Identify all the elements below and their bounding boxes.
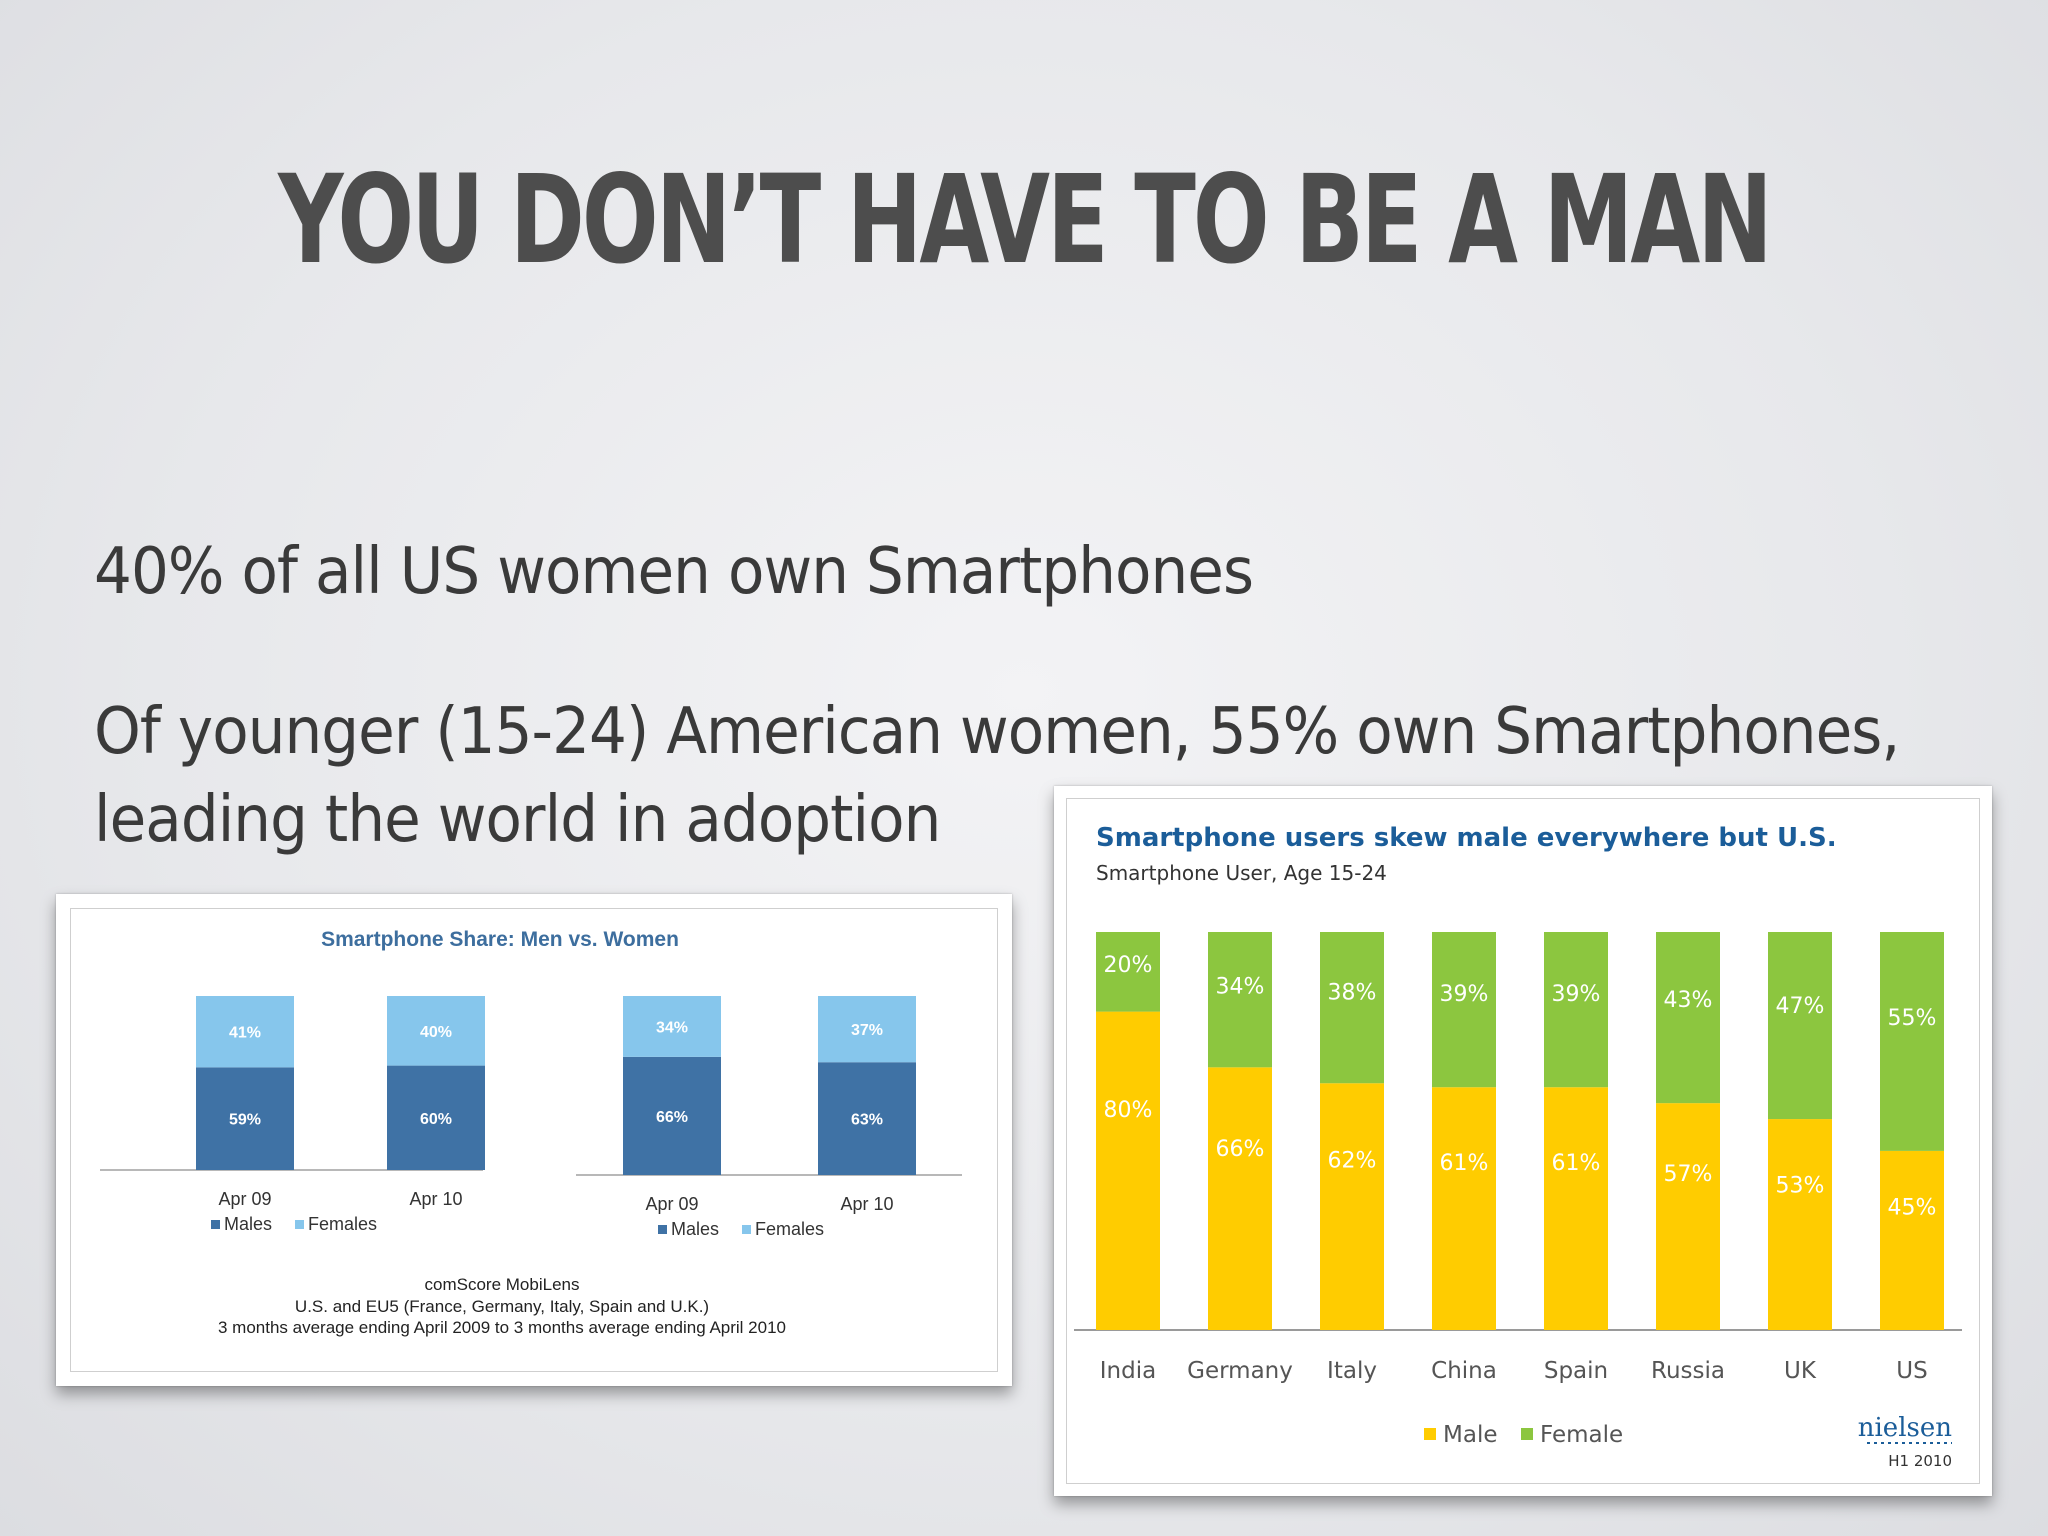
comscore-source-line-1: comScore MobiLens — [425, 1275, 580, 1294]
comscore-legend-males-2: Males — [671, 1219, 719, 1239]
nielsen-footnote: H1 2010 — [1888, 1452, 1952, 1470]
nielsen-bar-female-russia — [1656, 932, 1720, 1104]
comscore-bar-females-g1-apr-09 — [196, 996, 294, 1068]
nielsen-label-female-germany: 34% — [1216, 974, 1265, 999]
comscore-legend-females-swatch-2 — [742, 1225, 751, 1234]
nielsen-chart-frame — [1066, 798, 1980, 1484]
nielsen-label-male-russia: 57% — [1664, 1162, 1713, 1187]
comscore-legend-males-1: Males — [224, 1214, 272, 1234]
nielsen-bar-female-china — [1432, 932, 1496, 1088]
nielsen-bar-male-italy — [1320, 1083, 1384, 1330]
nielsen-label-male-china: 61% — [1440, 1151, 1489, 1176]
comscore-bar-males-g1-apr-10 — [387, 1065, 485, 1170]
nielsen-bar-male-spain — [1544, 1087, 1608, 1330]
nielsen-bar-female-spain — [1544, 932, 1608, 1088]
nielsen-chart: Smartphone users skew male everywhere bu… — [1074, 823, 1962, 1470]
comscore-bar-females-g2-apr-09 — [623, 996, 721, 1057]
comscore-chart: Smartphone Share: Men vs. Women 59% 41% Apr… — [100, 928, 962, 1337]
nielsen-bar-female-germany — [1208, 932, 1272, 1068]
nielsen-tick-india: India — [1100, 1358, 1156, 1384]
nielsen-legend-male: Male — [1443, 1422, 1497, 1448]
nielsen-label-female-uk: 47% — [1776, 994, 1825, 1019]
comscore-legend-females-swatch-1 — [295, 1220, 304, 1229]
nielsen-bar-male-uk — [1768, 1119, 1832, 1330]
comscore-label-females-g1-apr-10: 40% — [420, 1024, 452, 1041]
nielsen-label-male-spain: 61% — [1552, 1151, 1601, 1176]
bullet-young-women: Of younger (15-24) American women, 55% o… — [94, 688, 1900, 864]
comscore-source-line-2: U.S. and EU5 (France, Germany, Italy, Sp… — [295, 1297, 709, 1316]
nielsen-label-male-india: 80% — [1104, 1098, 1153, 1123]
nielsen-label-female-italy: 38% — [1328, 980, 1377, 1005]
nielsen-label-female-spain: 39% — [1552, 982, 1601, 1007]
comscore-tick-g1-apr-09: Apr 09 — [218, 1189, 271, 1209]
slide-title: YOU DON’T HAVE TO BE A MAN — [278, 149, 1773, 291]
nielsen-bar-female-uk — [1768, 932, 1832, 1120]
nielsen-label-female-india: 20% — [1104, 953, 1153, 978]
nielsen-tick-russia: Russia — [1651, 1358, 1725, 1384]
nielsen-label-male-uk: 53% — [1776, 1173, 1825, 1198]
nielsen-legend-female: Female — [1540, 1422, 1623, 1448]
nielsen-bar-male-us — [1880, 1150, 1944, 1330]
comscore-label-males-g2-apr-09: 66% — [656, 1109, 688, 1126]
nielsen-label-male-germany: 66% — [1216, 1137, 1265, 1162]
nielsen-bar-male-india — [1096, 1011, 1160, 1330]
comscore-legend-females-2: Females — [755, 1219, 824, 1239]
comscore-chart-card: Smartphone Share: Men vs. Women 59% 41% Apr… — [56, 894, 1012, 1386]
comscore-chart-frame — [70, 908, 998, 1372]
nielsen-bar-male-russia — [1656, 1103, 1720, 1330]
nielsen-bar-male-germany — [1208, 1067, 1272, 1330]
comscore-legend-males-swatch-1 — [211, 1220, 220, 1229]
bullet-young-women-line1: Of younger (15-24) American women, 55% o… — [94, 695, 1900, 769]
comscore-tick-g2-apr-09: Apr 09 — [645, 1194, 698, 1214]
nielsen-chart-subtitle: Smartphone User, Age 15-24 — [1096, 861, 1387, 885]
comscore-label-females-g2-apr-10: 37% — [851, 1022, 883, 1039]
nielsen-tick-uk: UK — [1784, 1358, 1817, 1384]
nielsen-chart-title: Smartphone users skew male everywhere bu… — [1096, 823, 1837, 853]
comscore-bar-males-g1-apr-09 — [196, 1067, 294, 1170]
comscore-bar-males-g2-apr-09 — [623, 1056, 721, 1175]
bullet-young-women-line2: leading the world in adoption — [94, 783, 941, 857]
comscore-bar-females-g1-apr-10 — [387, 996, 485, 1066]
nielsen-chart-card: Smartphone users skew male everywhere bu… — [1054, 786, 1992, 1496]
nielsen-tick-germany: Germany — [1187, 1358, 1293, 1384]
comscore-label-females-g2-apr-09: 34% — [656, 1019, 688, 1036]
comscore-source-line-3: 3 months average ending April 2009 to 3 … — [218, 1318, 786, 1337]
bullet-women-ownership: 40% of all US women own Smartphones — [94, 535, 1254, 609]
comscore-chart-title: Smartphone Share: Men vs. Women — [321, 928, 679, 951]
nielsen-legend-male-swatch — [1424, 1428, 1436, 1440]
comscore-label-females-g1-apr-09: 41% — [229, 1025, 261, 1042]
comscore-label-males-g1-apr-09: 59% — [229, 1112, 261, 1129]
nielsen-tick-us: US — [1896, 1358, 1927, 1384]
nielsen-legend-female-swatch — [1521, 1428, 1533, 1440]
nielsen-bar-female-us — [1880, 932, 1944, 1151]
nielsen-logo: nielsen — [1858, 1413, 1952, 1443]
nielsen-bar-female-italy — [1320, 932, 1384, 1084]
comscore-tick-g1-apr-10: Apr 10 — [409, 1189, 462, 1209]
comscore-tick-g2-apr-10: Apr 10 — [840, 1194, 893, 1214]
nielsen-label-male-italy: 62% — [1328, 1148, 1377, 1173]
comscore-bar-females-g2-apr-10 — [818, 996, 916, 1063]
comscore-legend-females-1: Females — [308, 1214, 377, 1234]
nielsen-label-male-us: 45% — [1888, 1196, 1937, 1221]
nielsen-bar-male-china — [1432, 1087, 1496, 1330]
comscore-legend-males-swatch-2 — [658, 1225, 667, 1234]
nielsen-tick-china: China — [1431, 1358, 1497, 1384]
nielsen-tick-italy: Italy — [1327, 1358, 1377, 1384]
comscore-bar-males-g2-apr-10 — [818, 1062, 916, 1175]
nielsen-label-female-china: 39% — [1440, 982, 1489, 1007]
nielsen-bar-female-india — [1096, 932, 1160, 1012]
nielsen-label-female-us: 55% — [1888, 1006, 1937, 1031]
comscore-label-males-g1-apr-10: 60% — [420, 1111, 452, 1128]
nielsen-label-female-russia: 43% — [1664, 988, 1713, 1013]
nielsen-tick-spain: Spain — [1544, 1358, 1608, 1384]
comscore-label-males-g2-apr-10: 63% — [851, 1112, 883, 1129]
